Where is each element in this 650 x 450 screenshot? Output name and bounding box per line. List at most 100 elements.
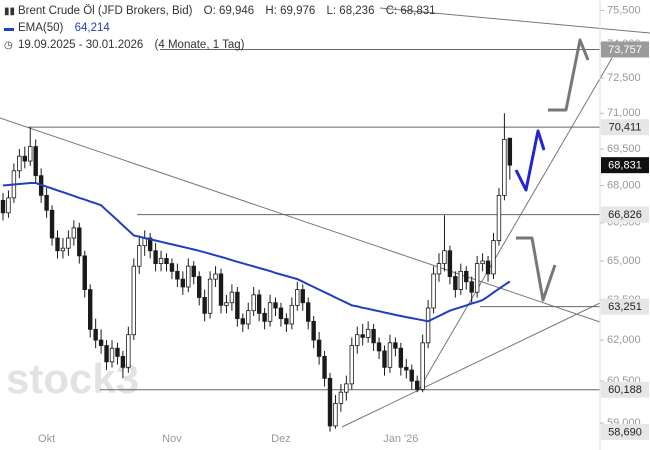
level-label: 60,188: [608, 384, 642, 396]
header-row: ▮▮ Brent Crude Öl (JFD Brokers, Bid) O: 6…: [4, 3, 436, 20]
candle-body: [49, 209, 55, 239]
candle-body: [104, 345, 109, 363]
candle-body: [507, 137, 513, 166]
candle-body: [278, 307, 284, 320]
quote-value: 69,976: [280, 5, 316, 17]
candle-body: [126, 334, 131, 368]
level-label: 58,690: [608, 426, 642, 438]
candle-body: [153, 250, 158, 264]
candle-body: [474, 263, 480, 293]
quote-name: C:: [385, 5, 398, 17]
candle-body: [158, 258, 164, 264]
candle-body: [175, 270, 180, 280]
y-tick-label: 65,000: [607, 255, 641, 267]
candle-body: [365, 328, 371, 338]
x-tick-label: Jan '26: [383, 433, 418, 445]
candle-body: [300, 289, 305, 304]
candle-body: [262, 312, 267, 322]
candle-body: [98, 339, 104, 346]
y-tick-label: 75,500: [607, 4, 641, 16]
candle-body: [240, 318, 245, 325]
candle-body: [491, 240, 496, 275]
level-label: 73,757: [608, 44, 642, 56]
candle-body: [295, 289, 300, 306]
candle-body: [251, 294, 256, 312]
ema-line: [2, 182, 511, 323]
header: ▮▮ Brent Crude Öl (JFD Brokers, Bid) O: 6…: [4, 3, 436, 54]
ema-icon: ▬: [4, 23, 14, 34]
trend-line: [341, 302, 601, 428]
candle-body: [218, 273, 224, 306]
candle-body: [480, 260, 485, 264]
candle-body: [485, 260, 491, 275]
projection-arrow: [548, 38, 590, 112]
candle-body: [344, 383, 349, 393]
level-box: [601, 157, 649, 174]
y-tick-label: 71,000: [607, 107, 641, 119]
candle-body: [414, 380, 420, 390]
candle-body: [6, 197, 11, 214]
candle-body: [333, 402, 338, 427]
x-tick-label: Okt: [38, 433, 55, 445]
header-row: ▬ EMA(50) 64,214: [4, 20, 436, 37]
projection-arrow: [516, 236, 557, 302]
candle-body: [202, 297, 207, 314]
candle-body: [213, 273, 218, 280]
candle-body: [349, 345, 354, 385]
candle-body: [453, 276, 458, 290]
candle-body: [447, 250, 453, 277]
candle-body: [284, 318, 289, 325]
projection-arrow: [514, 129, 546, 192]
level-label: 70,411: [609, 122, 642, 134]
background-layer: stock3: [6, 355, 139, 402]
candle-body: [316, 339, 322, 357]
candle-body: [273, 302, 278, 309]
quote-name: L:: [326, 5, 337, 17]
candle-body: [147, 237, 153, 252]
level-box: [601, 298, 649, 315]
candle-body: [82, 255, 87, 290]
candle-body: [360, 334, 365, 338]
candle-body: [382, 350, 387, 368]
candle-body: [28, 146, 33, 162]
header-row: ◷ 19.09.2025 - 30.01.2026 (4 Monate, 1 Ta…: [4, 37, 436, 54]
y-tick-label: 68,000: [607, 179, 641, 191]
candle-body: [409, 369, 414, 382]
period: (4 Monate, 1 Tag): [154, 39, 245, 51]
candle-body: [93, 328, 98, 341]
candle-body: [338, 391, 344, 404]
candle-body: [137, 245, 142, 267]
candle-body: [55, 237, 60, 252]
candle-body: [496, 194, 502, 241]
candle-body: [311, 320, 316, 341]
level-box: [601, 119, 649, 136]
candle-body: [186, 265, 191, 288]
level-label: 63,251: [608, 301, 642, 313]
candle-body: [66, 237, 71, 249]
candle-body: [71, 227, 77, 239]
candle-body: [109, 347, 115, 363]
candle-body: [120, 355, 126, 368]
ema-name: EMA(50): [18, 22, 64, 34]
candle-body: [398, 347, 404, 368]
candle-body: [387, 342, 393, 368]
quote-name: O:: [203, 5, 216, 17]
candle-body: [229, 291, 235, 304]
candle-body: [115, 347, 120, 357]
candle-body: [371, 328, 376, 344]
candle-body: [267, 302, 273, 322]
candle-body: [464, 270, 469, 283]
watermark: stock3: [6, 355, 139, 402]
candle-body: [60, 247, 66, 252]
candle-body: [425, 307, 431, 344]
date-range: 19.09.2025 - 30.01.2026: [18, 39, 144, 51]
ema-value: 64,214: [74, 22, 110, 34]
candle-body: [404, 366, 409, 371]
quote-value: 68,236: [339, 5, 375, 17]
candle-body: [420, 342, 425, 390]
candle-body: [17, 155, 22, 172]
candle-body: [191, 265, 196, 277]
trend-line: [379, 7, 650, 34]
candle-body: [322, 355, 327, 379]
candle-body: [224, 302, 229, 306]
